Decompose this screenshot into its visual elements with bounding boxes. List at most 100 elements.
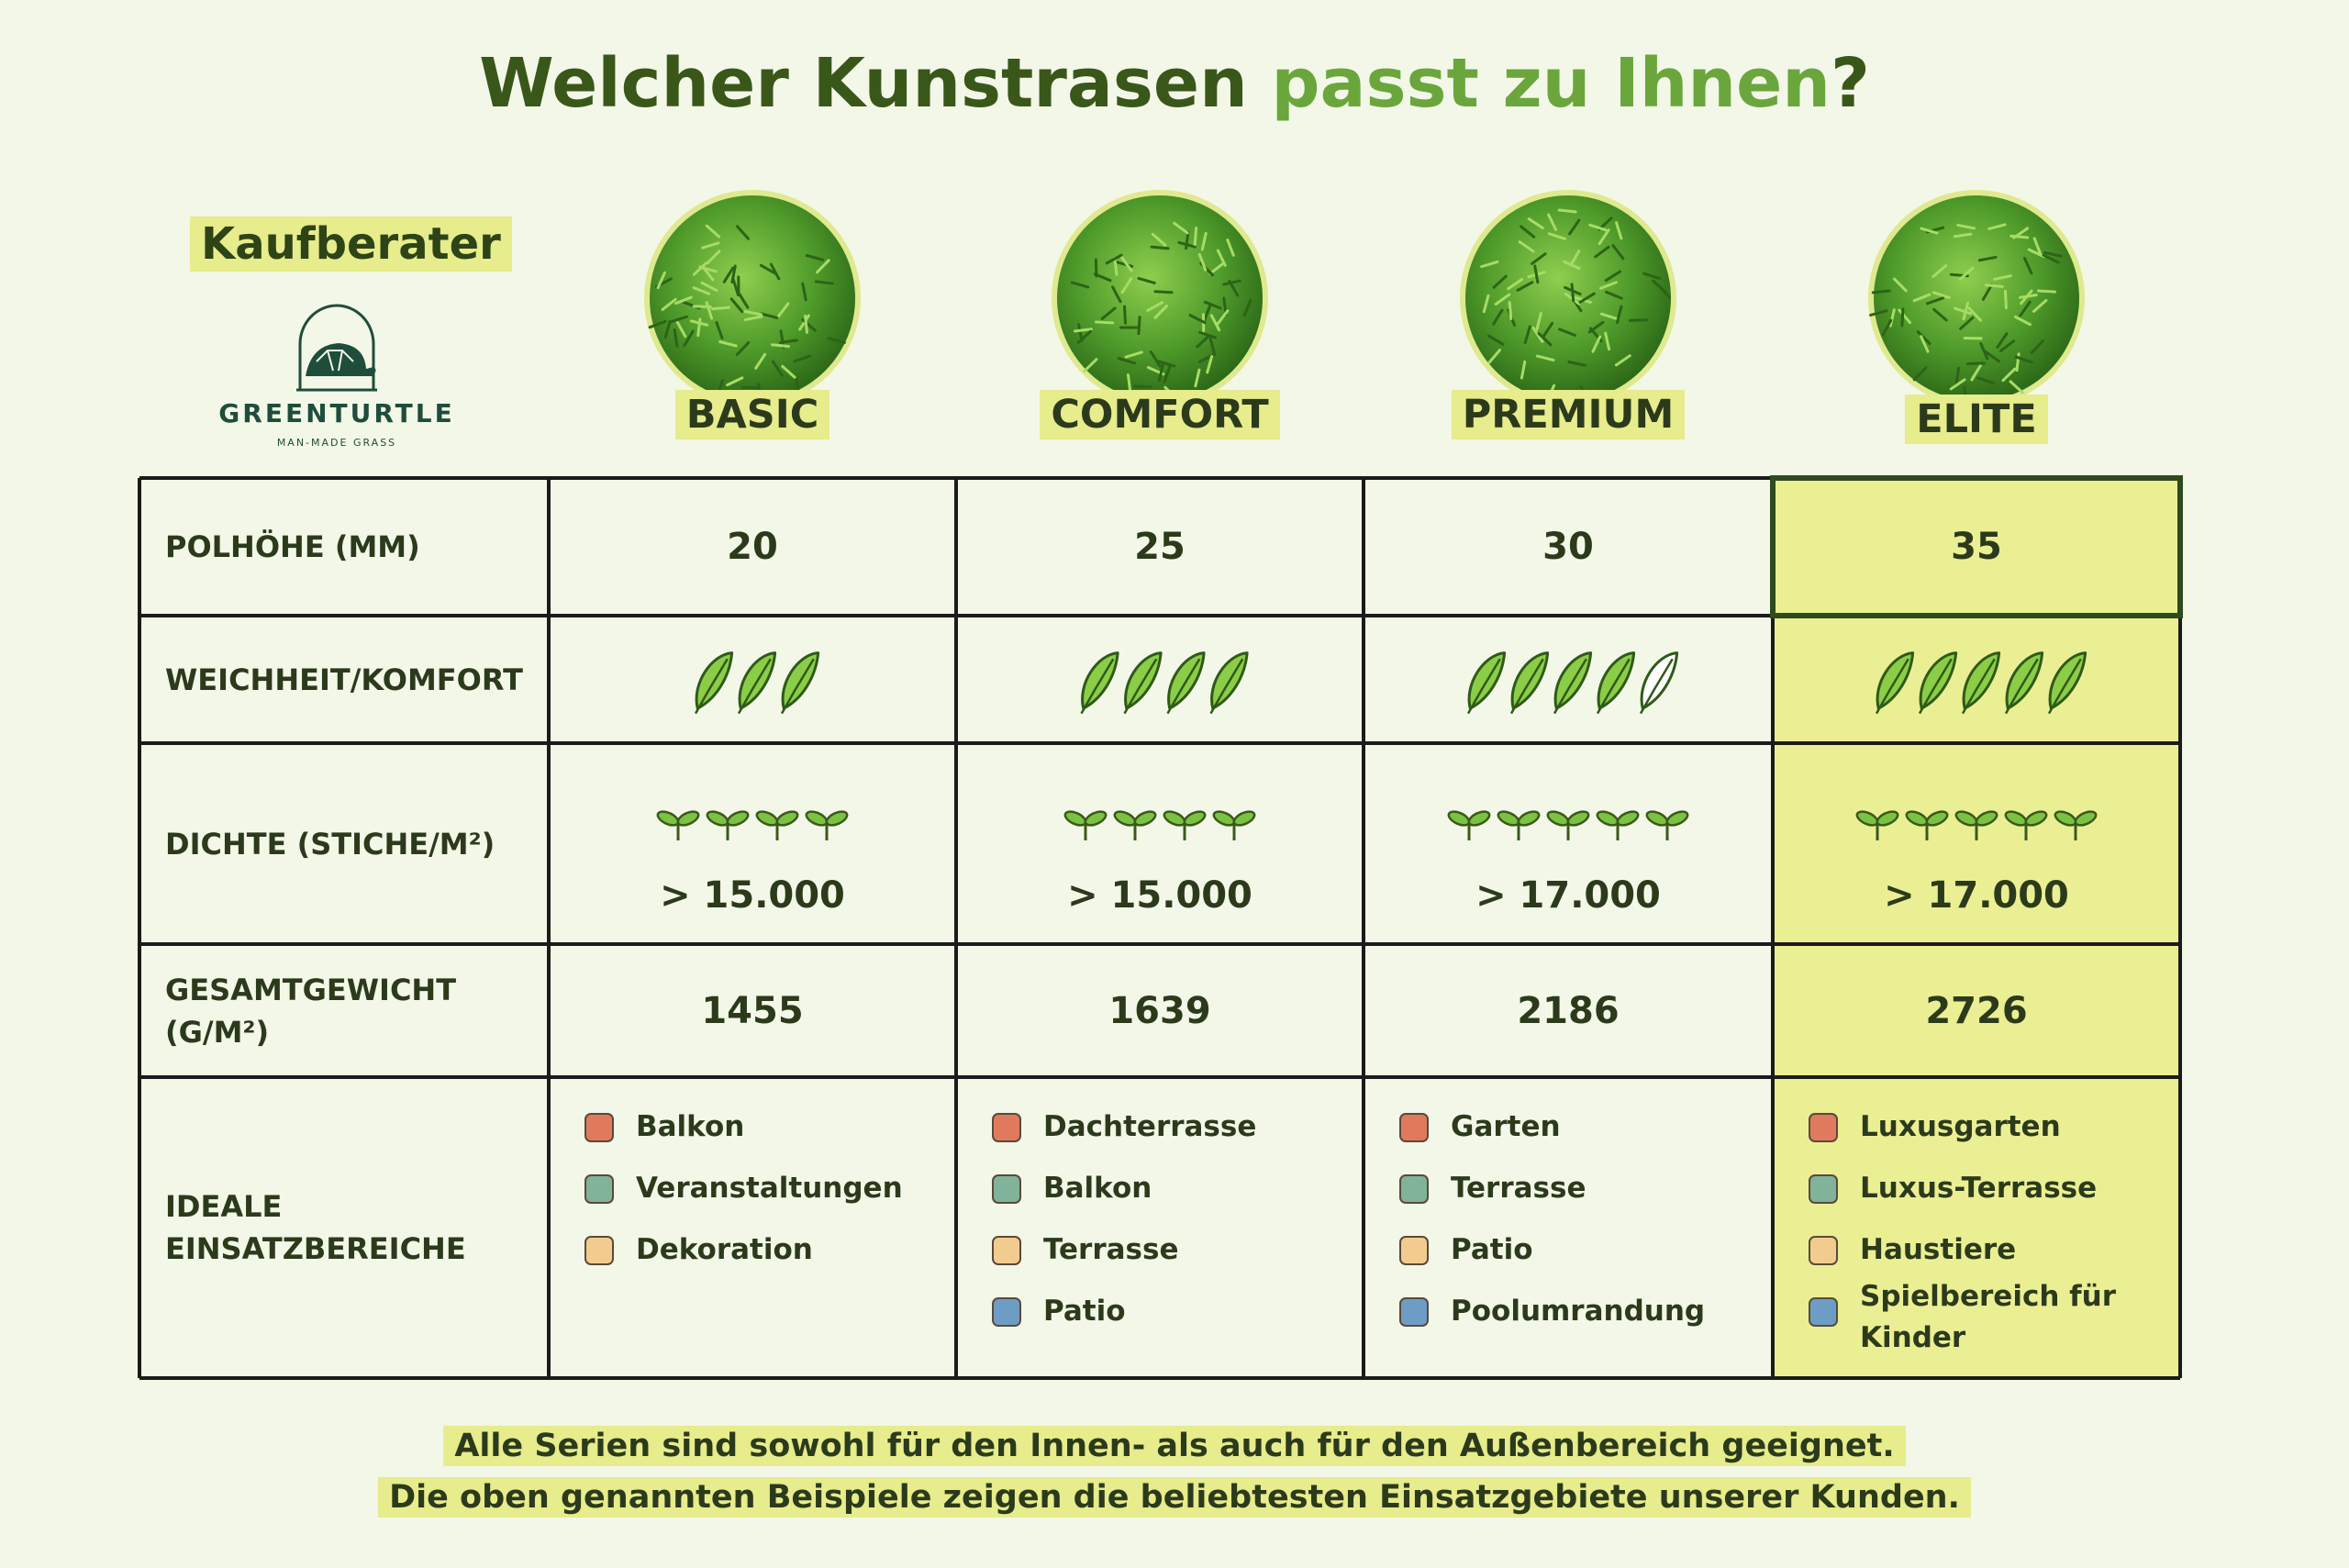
grass-blade: [1881, 318, 1893, 337]
grass-blade: [700, 281, 718, 293]
grass-blade: [1594, 245, 1610, 259]
feather-shape: [1167, 651, 1206, 710]
grass-blade: [1494, 293, 1511, 306]
grass-blade: [1132, 384, 1152, 389]
grass-blade: [1124, 350, 1143, 359]
grass-blade: [1487, 349, 1502, 364]
usage-icon: [584, 1113, 614, 1142]
grass-blade: [1998, 339, 2016, 353]
grass-blade: [1193, 226, 1198, 246]
feather-filled: [2004, 651, 2044, 715]
grass-blade: [1893, 277, 1908, 293]
feather-filled: [1123, 651, 1163, 715]
feather-filled: [694, 651, 734, 715]
grass-blade: [771, 360, 784, 377]
grass-blade: [1520, 225, 1536, 239]
cell-value: 30: [1542, 526, 1594, 568]
grass-blade: [2042, 253, 2060, 264]
grass-blade: [1105, 253, 1123, 265]
grass-blade: [718, 339, 738, 348]
grass-blade: [1588, 223, 1608, 232]
feather-filled: [2047, 651, 2087, 715]
grass-blade: [1912, 366, 1928, 382]
grass-blade: [1567, 360, 1587, 367]
feather-spine: [1961, 658, 1996, 715]
feather-spine: [1466, 658, 1501, 715]
usage-item: Poolumrandung: [1451, 1295, 1706, 1328]
grass-blade: [816, 259, 830, 274]
grass-blade: [769, 262, 781, 281]
usage-item: Luxus-Terrasse: [1860, 1172, 2098, 1205]
grass-blade: [1569, 250, 1581, 267]
sprout-leaf: [1546, 810, 1570, 827]
advisor-text: Kaufberater: [190, 217, 512, 272]
product-label: PREMIUM: [1366, 390, 1770, 439]
sprout-leaf: [1232, 810, 1256, 827]
usage-icon: [1399, 1113, 1429, 1142]
grass-blade: [1119, 255, 1133, 272]
cell-value: > 15.000: [1067, 874, 1252, 917]
grass-blade: [1208, 337, 1217, 356]
grass-blade: [2036, 289, 2056, 294]
grass-blade: [1518, 240, 1535, 253]
grass-blade: [1900, 307, 1905, 328]
grass-blade: [1558, 328, 1576, 337]
feather-spine: [1918, 658, 1953, 715]
grass-blade: [1871, 289, 1891, 295]
sprout-icon: [1113, 810, 1157, 840]
sprout-leaf: [1645, 810, 1669, 827]
usage-item: Dachterrasse: [1043, 1110, 1257, 1143]
feather-spine: [2047, 658, 2082, 715]
feather-shape: [1081, 651, 1119, 710]
grass-blade: [1242, 298, 1252, 317]
feather-shape: [1640, 651, 1679, 710]
grass-blade: [1953, 232, 1973, 239]
grass-blade: [801, 282, 807, 302]
sprout-icon: [1855, 810, 1899, 840]
grass-blade: [656, 271, 666, 290]
grass-sample: [1874, 195, 2079, 401]
grass-blade: [1611, 244, 1625, 261]
grass-blade: [1965, 361, 1986, 366]
sprout-leaf: [2024, 810, 2048, 827]
grass-blade: [722, 266, 735, 284]
sprout-icon: [1596, 810, 1640, 840]
feather-filled: [1553, 651, 1593, 715]
grass-blade: [1196, 334, 1211, 349]
grass-blade: [1993, 274, 2012, 281]
grass-blade: [1507, 278, 1524, 291]
grass-blade: [1100, 306, 1117, 320]
grass-blade: [1222, 279, 1241, 286]
cell-value: 25: [1134, 526, 1186, 568]
usage-item: Terrasse: [1043, 1233, 1179, 1266]
usage-item: Balkon: [636, 1110, 745, 1143]
grass-blade: [1157, 362, 1164, 383]
grass-blade: [1208, 261, 1225, 275]
usage-icon: [992, 1174, 1021, 1204]
grass-blade: [1605, 290, 1623, 300]
usage-icon: [584, 1174, 614, 1204]
grass-blade: [1482, 294, 1490, 314]
grass-blade: [1888, 308, 1896, 328]
grass-blade: [2009, 380, 2024, 395]
grass-blade: [2018, 294, 2038, 299]
grass-blade: [2001, 367, 2017, 383]
feather-shape: [738, 651, 777, 710]
sprout-leaf: [1212, 810, 1236, 827]
sprout-icon: [1645, 810, 1689, 840]
feather-spine: [1875, 658, 1909, 715]
sprout-icon: [656, 810, 700, 840]
sprout-icon: [1905, 810, 1949, 840]
grass-blade: [1209, 314, 1221, 332]
feather-shape: [781, 651, 820, 710]
feather-filled: [1918, 651, 1958, 715]
cell-value: > 17.000: [1475, 874, 1661, 917]
grass-blade: [1958, 266, 1975, 281]
grass-blade: [1984, 350, 2001, 363]
cell-value: > 15.000: [660, 874, 845, 917]
feather-filled: [1596, 651, 1636, 715]
grass-blade: [1925, 296, 1944, 306]
grass-blade: [1156, 360, 1176, 368]
